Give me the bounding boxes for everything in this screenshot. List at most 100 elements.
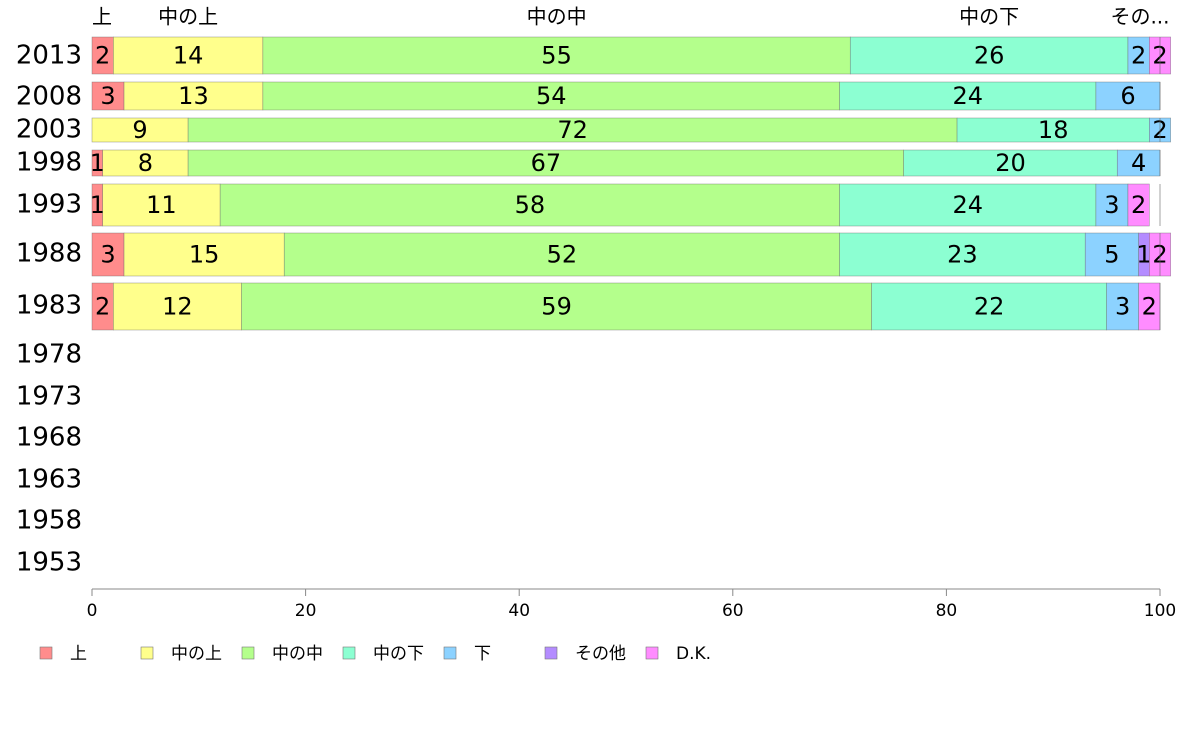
top-category-labels: 上 中の上 中の中 中の下 その... bbox=[92, 5, 1170, 29]
data-label-2008-s1: 13 bbox=[178, 82, 209, 110]
y-tick-label-2003: 2003 bbox=[16, 115, 82, 145]
x-axis: 0 20 40 60 80 100 bbox=[87, 588, 1176, 621]
data-label-1983-s4: 3 bbox=[1115, 293, 1130, 321]
legend-swatch-4 bbox=[443, 646, 457, 660]
x-tick-label-0: 0 bbox=[87, 601, 98, 621]
bar-segment-1988-s1 bbox=[123, 232, 285, 277]
bar-segment-2003-s2 bbox=[187, 117, 958, 143]
top-label-3: 中の下 bbox=[959, 5, 1019, 29]
bar-segment-1988-s4 bbox=[1084, 232, 1139, 277]
y-tick-label-1983: 1983 bbox=[16, 291, 82, 321]
legend-label-5: その他 bbox=[575, 644, 626, 664]
x-tick-label-20: 20 bbox=[295, 601, 317, 621]
data-label-1983-s2: 59 bbox=[541, 293, 572, 321]
bar-segment-2008-s1 bbox=[123, 81, 264, 111]
data-label-1988-s4: 5 bbox=[1104, 241, 1119, 269]
y-tick-label-1973: 1973 bbox=[16, 382, 82, 412]
bar-segment-1988-s0 bbox=[91, 232, 125, 277]
data-label-2013-s4: 2 bbox=[1131, 42, 1146, 70]
legend: 上 中の上 中の中 中の下 下 その他 D.K. bbox=[39, 644, 711, 664]
bar-segment-1988-s3 bbox=[839, 232, 1086, 277]
data-label-1988-s0: 3 bbox=[100, 241, 115, 269]
data-label-1993-s3: 24 bbox=[952, 191, 983, 219]
legend-label-4: 下 bbox=[474, 644, 491, 664]
data-label-1988-s2: 52 bbox=[547, 241, 578, 269]
data-label-1988-s5: 1 bbox=[1136, 241, 1151, 269]
bar-segment-2013-s2 bbox=[262, 36, 851, 75]
data-label-1993-s2: 58 bbox=[515, 191, 546, 219]
top-label-2: 中の中 bbox=[527, 5, 587, 29]
y-tick-label-1993: 1993 bbox=[16, 190, 82, 220]
data-label-2008-s2: 54 bbox=[536, 82, 567, 110]
data-label-2013-s3: 26 bbox=[974, 42, 1005, 70]
legend-swatch-1 bbox=[140, 646, 154, 660]
bar-segment-1998-s2 bbox=[187, 149, 904, 177]
data-label-1983-s0: 2 bbox=[95, 293, 110, 321]
legend-label-6: D.K. bbox=[676, 644, 711, 664]
bar-segment-1993-s2 bbox=[219, 183, 840, 227]
data-label-1998-s2: 67 bbox=[531, 149, 562, 177]
bars: 2 14 55 26 2 23 13 54 24 69 72 18 21 8 67 20 41 11 58 24 3 23… bbox=[90, 36, 1171, 331]
bar-segment-1998-s1 bbox=[102, 149, 189, 177]
y-tick-label-1978: 1978 bbox=[16, 340, 82, 370]
legend-swatch-5 bbox=[544, 646, 558, 660]
x-tick-label-40: 40 bbox=[508, 601, 530, 621]
bar-segment-1993-s4 bbox=[1095, 183, 1129, 227]
data-label-1993-s0: 1 bbox=[90, 191, 105, 219]
top-label-0: 上 bbox=[92, 5, 112, 29]
data-label-1998-s4: 4 bbox=[1131, 149, 1146, 177]
bar-segment-1983-s2 bbox=[241, 282, 872, 331]
legend-swatch-3 bbox=[342, 646, 356, 660]
y-tick-label-1988: 1988 bbox=[16, 239, 82, 269]
legend-label-2: 中の中 bbox=[272, 644, 323, 664]
data-label-1998-s1: 8 bbox=[138, 149, 153, 177]
y-tick-label-2013: 2013 bbox=[16, 41, 82, 71]
data-label-2008-s4: 6 bbox=[1120, 82, 1135, 110]
data-label-2003-s2: 72 bbox=[557, 116, 588, 144]
bar-segment-1983-s4 bbox=[1106, 282, 1139, 331]
top-label-4: その... bbox=[1110, 5, 1169, 29]
data-label-1998-s3: 20 bbox=[995, 149, 1026, 177]
data-label-1983-s1: 12 bbox=[162, 293, 193, 321]
data-label-2008-s0: 3 bbox=[100, 82, 115, 110]
data-label-2013-s1: 14 bbox=[173, 42, 204, 70]
x-tick-label-100: 100 bbox=[1144, 601, 1176, 621]
data-label-2013-s2: 55 bbox=[541, 42, 572, 70]
bar-segment-1983-s1 bbox=[113, 282, 242, 331]
bar-segment-1998-s4 bbox=[1116, 149, 1161, 177]
data-label-2013-s0: 2 bbox=[95, 42, 110, 70]
bar-segment-2013-s3 bbox=[849, 36, 1129, 75]
data-label-2008-s3: 24 bbox=[952, 82, 983, 110]
y-tick-label-2008: 2008 bbox=[16, 82, 82, 112]
legend-swatch-0 bbox=[39, 646, 53, 660]
y-tick-label-1953: 1953 bbox=[16, 548, 82, 578]
legend-swatch-2 bbox=[241, 646, 255, 660]
bar-segment-2013-s1 bbox=[113, 36, 264, 75]
bar-segment-2008-s4 bbox=[1095, 81, 1161, 111]
x-tick-label-60: 60 bbox=[722, 601, 744, 621]
bar-segment-1983-s3 bbox=[871, 282, 1107, 331]
y-tick-label-1963: 1963 bbox=[16, 465, 82, 495]
bar-segment-2008-s3 bbox=[839, 81, 1097, 111]
x-tick-label-80: 80 bbox=[936, 601, 958, 621]
data-label-1983-s3: 22 bbox=[974, 293, 1005, 321]
data-label-1993-s4: 3 bbox=[1104, 191, 1119, 219]
data-label-1993-s1: 11 bbox=[146, 191, 177, 219]
bar-segment-1988-s2 bbox=[283, 232, 840, 277]
bar-segment-1993-s1 bbox=[102, 183, 221, 227]
data-label-2003-s1: 9 bbox=[132, 116, 147, 144]
y-tick-label-1968: 1968 bbox=[16, 423, 82, 453]
data-label-1988-s3: 23 bbox=[947, 241, 978, 269]
data-label-1998-s0: 1 bbox=[90, 149, 105, 177]
bar-segment-2008-s0 bbox=[91, 81, 125, 111]
bar-segment-1993-s6 bbox=[1127, 183, 1150, 227]
legend-label-0: 上 bbox=[70, 644, 87, 664]
top-label-1: 中の上 bbox=[158, 5, 218, 29]
legend-label-3: 中の下 bbox=[373, 644, 424, 664]
data-label-2003-s3: 18 bbox=[1038, 116, 1069, 144]
data-label-1983-s6: 2 bbox=[1142, 293, 1157, 321]
y-tick-label-1958: 1958 bbox=[16, 506, 82, 536]
legend-swatch-6 bbox=[645, 646, 659, 660]
